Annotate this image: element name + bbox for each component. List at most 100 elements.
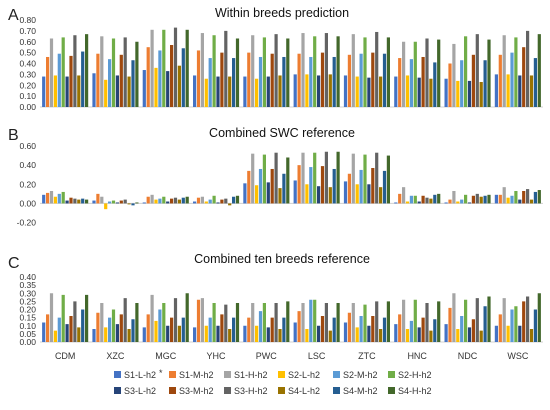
bar-b-xzc-s1-l-h2 bbox=[92, 200, 96, 204]
bar-b-hnc-s1-h-h2 bbox=[402, 187, 406, 204]
bar-c-hnc-s3-l-h2 bbox=[417, 327, 421, 343]
legend-label: S3-H-h2 bbox=[234, 386, 268, 396]
bar-a-mgc-s2-m-h2 bbox=[158, 50, 162, 107]
legend-label: S2-M-h2 bbox=[343, 370, 378, 380]
panel-letter: C bbox=[8, 255, 20, 272]
bar-c-pwc-s1-h-h2 bbox=[251, 303, 255, 342]
bar-a-yhc-s1-l-h2 bbox=[193, 75, 197, 107]
bar-a-ztc-s4-m-h2 bbox=[382, 53, 387, 107]
y-tick-label: 0.20 bbox=[19, 179, 36, 189]
bar-b-hnc-s4-l-h2 bbox=[429, 198, 433, 204]
bar-c-lsc-s2-h-h2 bbox=[313, 299, 317, 342]
bar-c-yhc-s2-h-h2 bbox=[212, 303, 216, 342]
bar-a-ndc-s1-m-h2 bbox=[448, 63, 452, 107]
bar-a-yhc-s2-h-h2 bbox=[212, 35, 216, 108]
y-tick-label: 0.60 bbox=[19, 141, 36, 151]
bar-c-cdm-s4-l-h2 bbox=[77, 327, 81, 343]
bar-a-pwc-s2-l-h2 bbox=[255, 78, 259, 107]
bar-a-yhc-s3-m-h2 bbox=[220, 52, 224, 108]
legend-swatch bbox=[278, 387, 285, 394]
bar-b-hnc-s3-h-h2 bbox=[425, 197, 429, 204]
bar-b-lsc-s3-l-h2 bbox=[317, 186, 321, 204]
bar-c-ztc-s1-h-h2 bbox=[351, 303, 355, 342]
bar-b-mgc-s2-h-h2 bbox=[162, 196, 166, 204]
bar-b-cdm-s3-h-h2 bbox=[73, 198, 77, 204]
bar-a-ndc-s3-l-h2 bbox=[467, 80, 472, 107]
x-category-label: XZC bbox=[106, 351, 125, 361]
bar-b-ztc-s3-h-h2 bbox=[375, 152, 379, 204]
bar-c-yhc-s4-m-h2 bbox=[232, 317, 236, 343]
bar-c-wsc-s3-h-h2 bbox=[526, 296, 530, 342]
bar-c-hnc-s2-m-h2 bbox=[409, 320, 413, 343]
y-tick-label: 0.10 bbox=[19, 321, 36, 331]
bar-a-lsc-s1-h-h2 bbox=[301, 33, 305, 107]
bar-a-wsc-s2-m-h2 bbox=[510, 52, 514, 108]
bar-a-ndc-s2-m-h2 bbox=[460, 60, 464, 107]
bar-a-pwc-s1-l-h2 bbox=[243, 76, 247, 107]
bar-a-xzc-s2-l-h2 bbox=[104, 79, 108, 107]
bar-b-lsc-s1-m-h2 bbox=[297, 165, 301, 204]
x-category-label: PWC bbox=[256, 351, 277, 361]
legend-item: S2-H-h2 bbox=[388, 370, 432, 380]
legend-item: S1-L-h2 * bbox=[114, 368, 163, 380]
legend-swatch bbox=[278, 371, 285, 378]
bar-c-ztc-s2-l-h2 bbox=[355, 327, 359, 343]
bar-a-hnc-s2-h-h2 bbox=[413, 41, 417, 107]
bar-a-yhc-s1-m-h2 bbox=[196, 50, 201, 107]
bar-c-ndc-s3-l-h2 bbox=[467, 327, 472, 343]
bar-a-mgc-s2-h-h2 bbox=[162, 29, 166, 107]
x-category-label: ZTC bbox=[358, 351, 376, 361]
bar-c-lsc-s3-m-h2 bbox=[320, 316, 325, 342]
y-tick-label: 0.40 bbox=[19, 272, 36, 282]
bar-b-lsc-s3-m-h2 bbox=[320, 166, 325, 204]
bar-c-cdm-s4-h-h2 bbox=[85, 294, 89, 343]
bar-b-lsc-s3-h-h2 bbox=[324, 151, 328, 204]
y-tick-label: 0.60 bbox=[19, 37, 36, 47]
bar-a-lsc-s4-m-h2 bbox=[332, 56, 336, 107]
bar-a-ztc-s1-l-h2 bbox=[343, 75, 348, 107]
bar-b-mgc-s4-m-h2 bbox=[181, 197, 185, 204]
bar-c-wsc-s2-m-h2 bbox=[510, 309, 514, 342]
bar-b-xzc-s2-h-h2 bbox=[111, 200, 116, 204]
bar-a-lsc-s2-l-h2 bbox=[305, 74, 309, 108]
panel-b: B Combined SWC reference -0.20 0.00 0.20 0.40… bbox=[8, 126, 543, 228]
bar-a-yhc-s2-l-h2 bbox=[204, 78, 208, 107]
bar-a-ndc-s2-l-h2 bbox=[456, 80, 460, 107]
legend-label: S4-H-h2 bbox=[398, 386, 432, 396]
bar-a-pwc-s4-m-h2 bbox=[282, 56, 286, 107]
bar-b-pwc-s4-l-h2 bbox=[278, 188, 282, 204]
bar-b-cdm-s1-m-h2 bbox=[46, 192, 50, 204]
bar-a-yhc-s4-m-h2 bbox=[232, 58, 236, 107]
bar-c-ndc-s2-l-h2 bbox=[456, 329, 460, 342]
bar-b-cdm-s4-m-h2 bbox=[81, 198, 85, 204]
bar-b-yhc-s2-l-h2 bbox=[204, 201, 208, 204]
y-tick-label: 0.00 bbox=[19, 102, 36, 112]
y-tick-label: 0.30 bbox=[19, 288, 36, 298]
bar-b-xzc-s4-m-h2 bbox=[131, 203, 135, 206]
panel-c: C Combined ten breeds reference0.000.050.… bbox=[8, 252, 543, 347]
bar-b-ztc-s3-l-h2 bbox=[367, 184, 371, 204]
bar-a-ndc-s4-l-h2 bbox=[479, 81, 483, 107]
bar-b-pwc-s3-m-h2 bbox=[270, 168, 274, 204]
bar-b-cdm-s4-h-h2 bbox=[85, 199, 89, 204]
bar-b-wsc-s3-h-h2 bbox=[526, 189, 530, 204]
bar-b-lsc-s2-m-h2 bbox=[309, 167, 313, 204]
bar-a-ndc-s4-h-h2 bbox=[487, 39, 491, 107]
y-tick-label: 0.20 bbox=[19, 305, 36, 315]
bar-a-lsc-s4-l-h2 bbox=[328, 74, 332, 108]
bar-a-cdm-s1-l-h2 bbox=[42, 76, 46, 107]
bar-a-mgc-s3-m-h2 bbox=[170, 45, 174, 107]
bar-c-mgc-s4-l-h2 bbox=[177, 325, 181, 342]
bar-a-ndc-s3-h-h2 bbox=[475, 34, 479, 107]
legend-item: S3-M-h2 bbox=[169, 386, 214, 396]
bar-b-ztc-s1-m-h2 bbox=[347, 173, 351, 204]
bar-a-ndc-s1-l-h2 bbox=[444, 78, 448, 107]
bar-b-ztc-s4-m-h2 bbox=[382, 170, 387, 204]
bar-b-wsc-s4-h-h2 bbox=[537, 190, 541, 204]
bar-b-wsc-s2-m-h2 bbox=[510, 195, 514, 204]
bar-a-mgc-s2-l-h2 bbox=[154, 67, 158, 107]
bar-b-pwc-s1-h-h2 bbox=[251, 153, 255, 204]
bar-c-mgc-s2-m-h2 bbox=[158, 309, 162, 342]
x-category-label: NDC bbox=[458, 351, 478, 361]
bar-c-mgc-s4-h-h2 bbox=[185, 293, 189, 342]
